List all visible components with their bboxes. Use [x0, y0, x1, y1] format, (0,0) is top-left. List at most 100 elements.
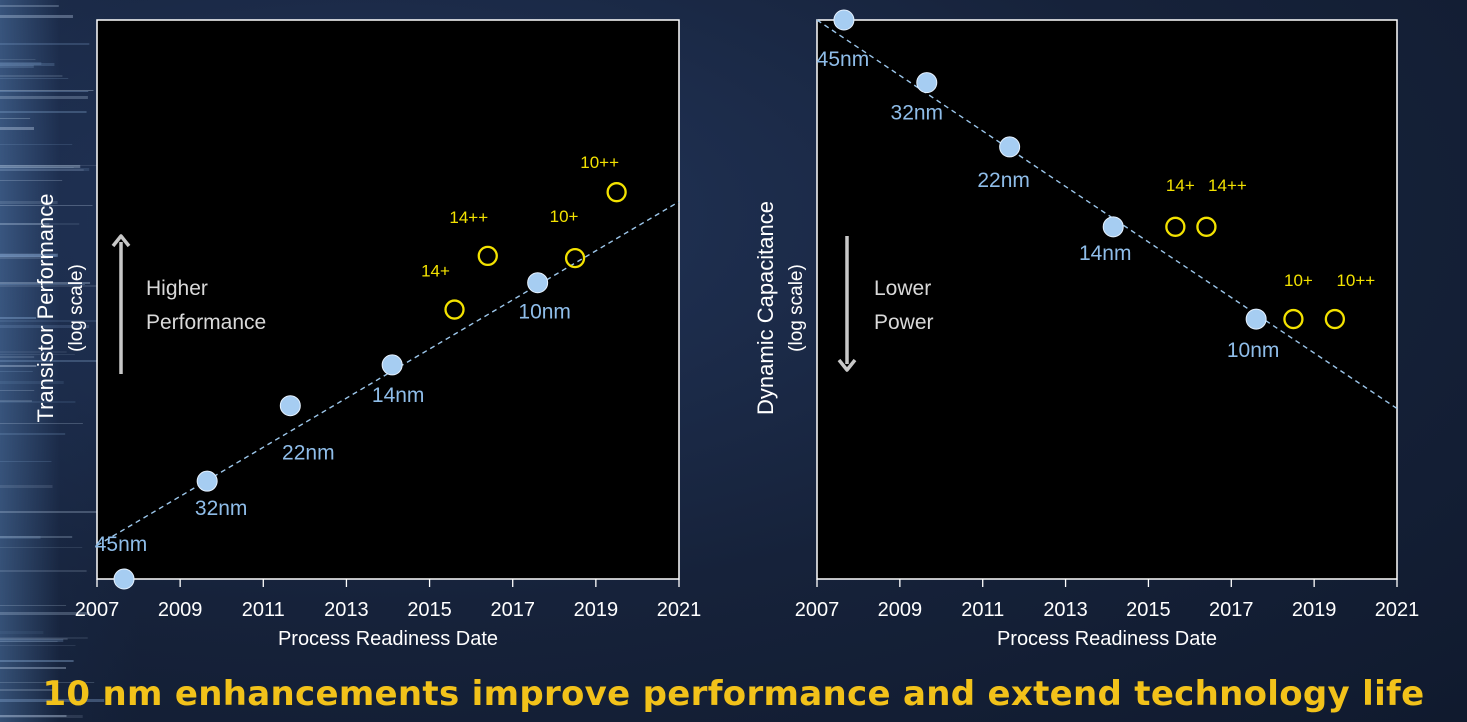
background-streak [0, 536, 41, 539]
y-axis-sublabel: (log scale) [66, 264, 87, 352]
background-streak [0, 400, 32, 402]
enhanced-point [1324, 308, 1346, 330]
x-tick-label: 2009 [878, 599, 923, 621]
background-streak [0, 715, 83, 718]
background-streak [0, 699, 105, 702]
node-label: 14nm [372, 384, 425, 407]
background-streak [0, 282, 91, 284]
enhanced-label: 10+ [550, 207, 579, 226]
background-streak [0, 5, 59, 7]
background-streak [0, 682, 95, 683]
node-point [279, 395, 301, 417]
plot-area [96, 19, 680, 580]
x-tick-label: 2011 [242, 599, 285, 621]
enhanced-point [1196, 216, 1217, 237]
background-streak [0, 144, 73, 145]
enhanced-label: 14+ [1166, 176, 1195, 195]
x-tick-label: 2007 [75, 599, 120, 621]
background-streak [0, 547, 83, 548]
plot-area [816, 19, 1398, 580]
background-streak [0, 631, 44, 634]
background-streak [0, 168, 90, 171]
x-tick-label: 2007 [795, 599, 840, 621]
annotation-line-2: Power [874, 311, 934, 334]
background-streak [0, 223, 80, 225]
annotation-line-1: Higher [146, 277, 208, 300]
background-streak [0, 401, 76, 403]
background-streak [0, 167, 74, 168]
node-point [196, 470, 218, 492]
node-label: 32nm [891, 102, 944, 125]
background-streak [0, 96, 88, 99]
background-streak [0, 65, 34, 68]
background-streak [0, 317, 37, 319]
background-streak [0, 43, 90, 45]
background-streak [0, 354, 75, 355]
background-streak [0, 78, 69, 79]
node-point [381, 354, 403, 376]
node-label: 10nm [518, 301, 571, 324]
background-streak [0, 127, 35, 130]
background-streak [0, 90, 94, 91]
node-point [527, 272, 549, 294]
performance-chart: 2007 2009 2011 2013 2015 2017 2019 2021 Process … [33, 19, 702, 650]
node-point [833, 9, 855, 31]
background-streak [0, 285, 97, 287]
background-streak [0, 356, 35, 358]
background-streak [0, 536, 73, 538]
x-tick-label: 2017 [1209, 599, 1254, 621]
enhanced-label: 14++ [449, 208, 488, 227]
footer-title: 10 nm enhancements improve performance a… [42, 674, 1425, 714]
node-point [916, 72, 938, 94]
node-label: 10nm [1227, 339, 1280, 362]
x-tick-label: 2021 [657, 599, 702, 621]
background-streak [0, 63, 55, 66]
background-streak [0, 381, 64, 384]
background-streak [0, 254, 56, 257]
enhanced-point [444, 299, 465, 320]
annotation-line-1: Lower [874, 277, 931, 300]
background-streak [0, 253, 59, 256]
node-label: 14nm [1079, 242, 1132, 265]
x-tick-label: 2019 [1292, 599, 1337, 621]
background-streak [0, 325, 90, 328]
background-streaks [0, 5, 107, 718]
background-streak [0, 91, 89, 92]
background-streak [0, 433, 66, 435]
background-streak [0, 169, 84, 171]
enhanced-point [606, 182, 627, 203]
background-streak [0, 111, 87, 113]
background-streak [0, 715, 67, 717]
y-axis-sublabel: (log scale) [786, 264, 807, 352]
enhanced-point [1283, 308, 1304, 330]
node-point [1102, 216, 1124, 238]
capacitance-chart: 2007 2009 2011 2013 2015 2017 2019 2021 Process … [753, 9, 1420, 650]
background-streak [0, 351, 67, 353]
background-streak [0, 612, 91, 615]
background-streak [0, 667, 66, 669]
node-label: 45nm [817, 48, 870, 71]
x-tick-label: 2011 [961, 599, 1004, 621]
enhanced-label: 10++ [580, 153, 619, 172]
background-streak [0, 390, 35, 391]
background-streak [0, 75, 63, 77]
background-streak [0, 365, 37, 367]
annotation-line-2: Performance [146, 311, 266, 334]
x-tick-label: 2015 [1126, 599, 1171, 621]
x-tick-label: 2013 [1043, 599, 1088, 621]
background-streak [0, 637, 88, 639]
background-streak [0, 59, 36, 60]
x-tick-label: 2021 [1375, 599, 1420, 621]
enhanced-point [564, 247, 586, 269]
background-streak [0, 165, 81, 168]
background-streak [0, 639, 64, 642]
background-streak [0, 180, 63, 181]
background-streak [0, 62, 42, 65]
background-streak [0, 645, 76, 646]
background-streak [0, 201, 58, 204]
node-label: 32nm [195, 497, 248, 520]
x-tick-label: 2015 [407, 599, 452, 621]
x-tick-label: 2017 [490, 599, 535, 621]
background-streak [0, 254, 58, 257]
